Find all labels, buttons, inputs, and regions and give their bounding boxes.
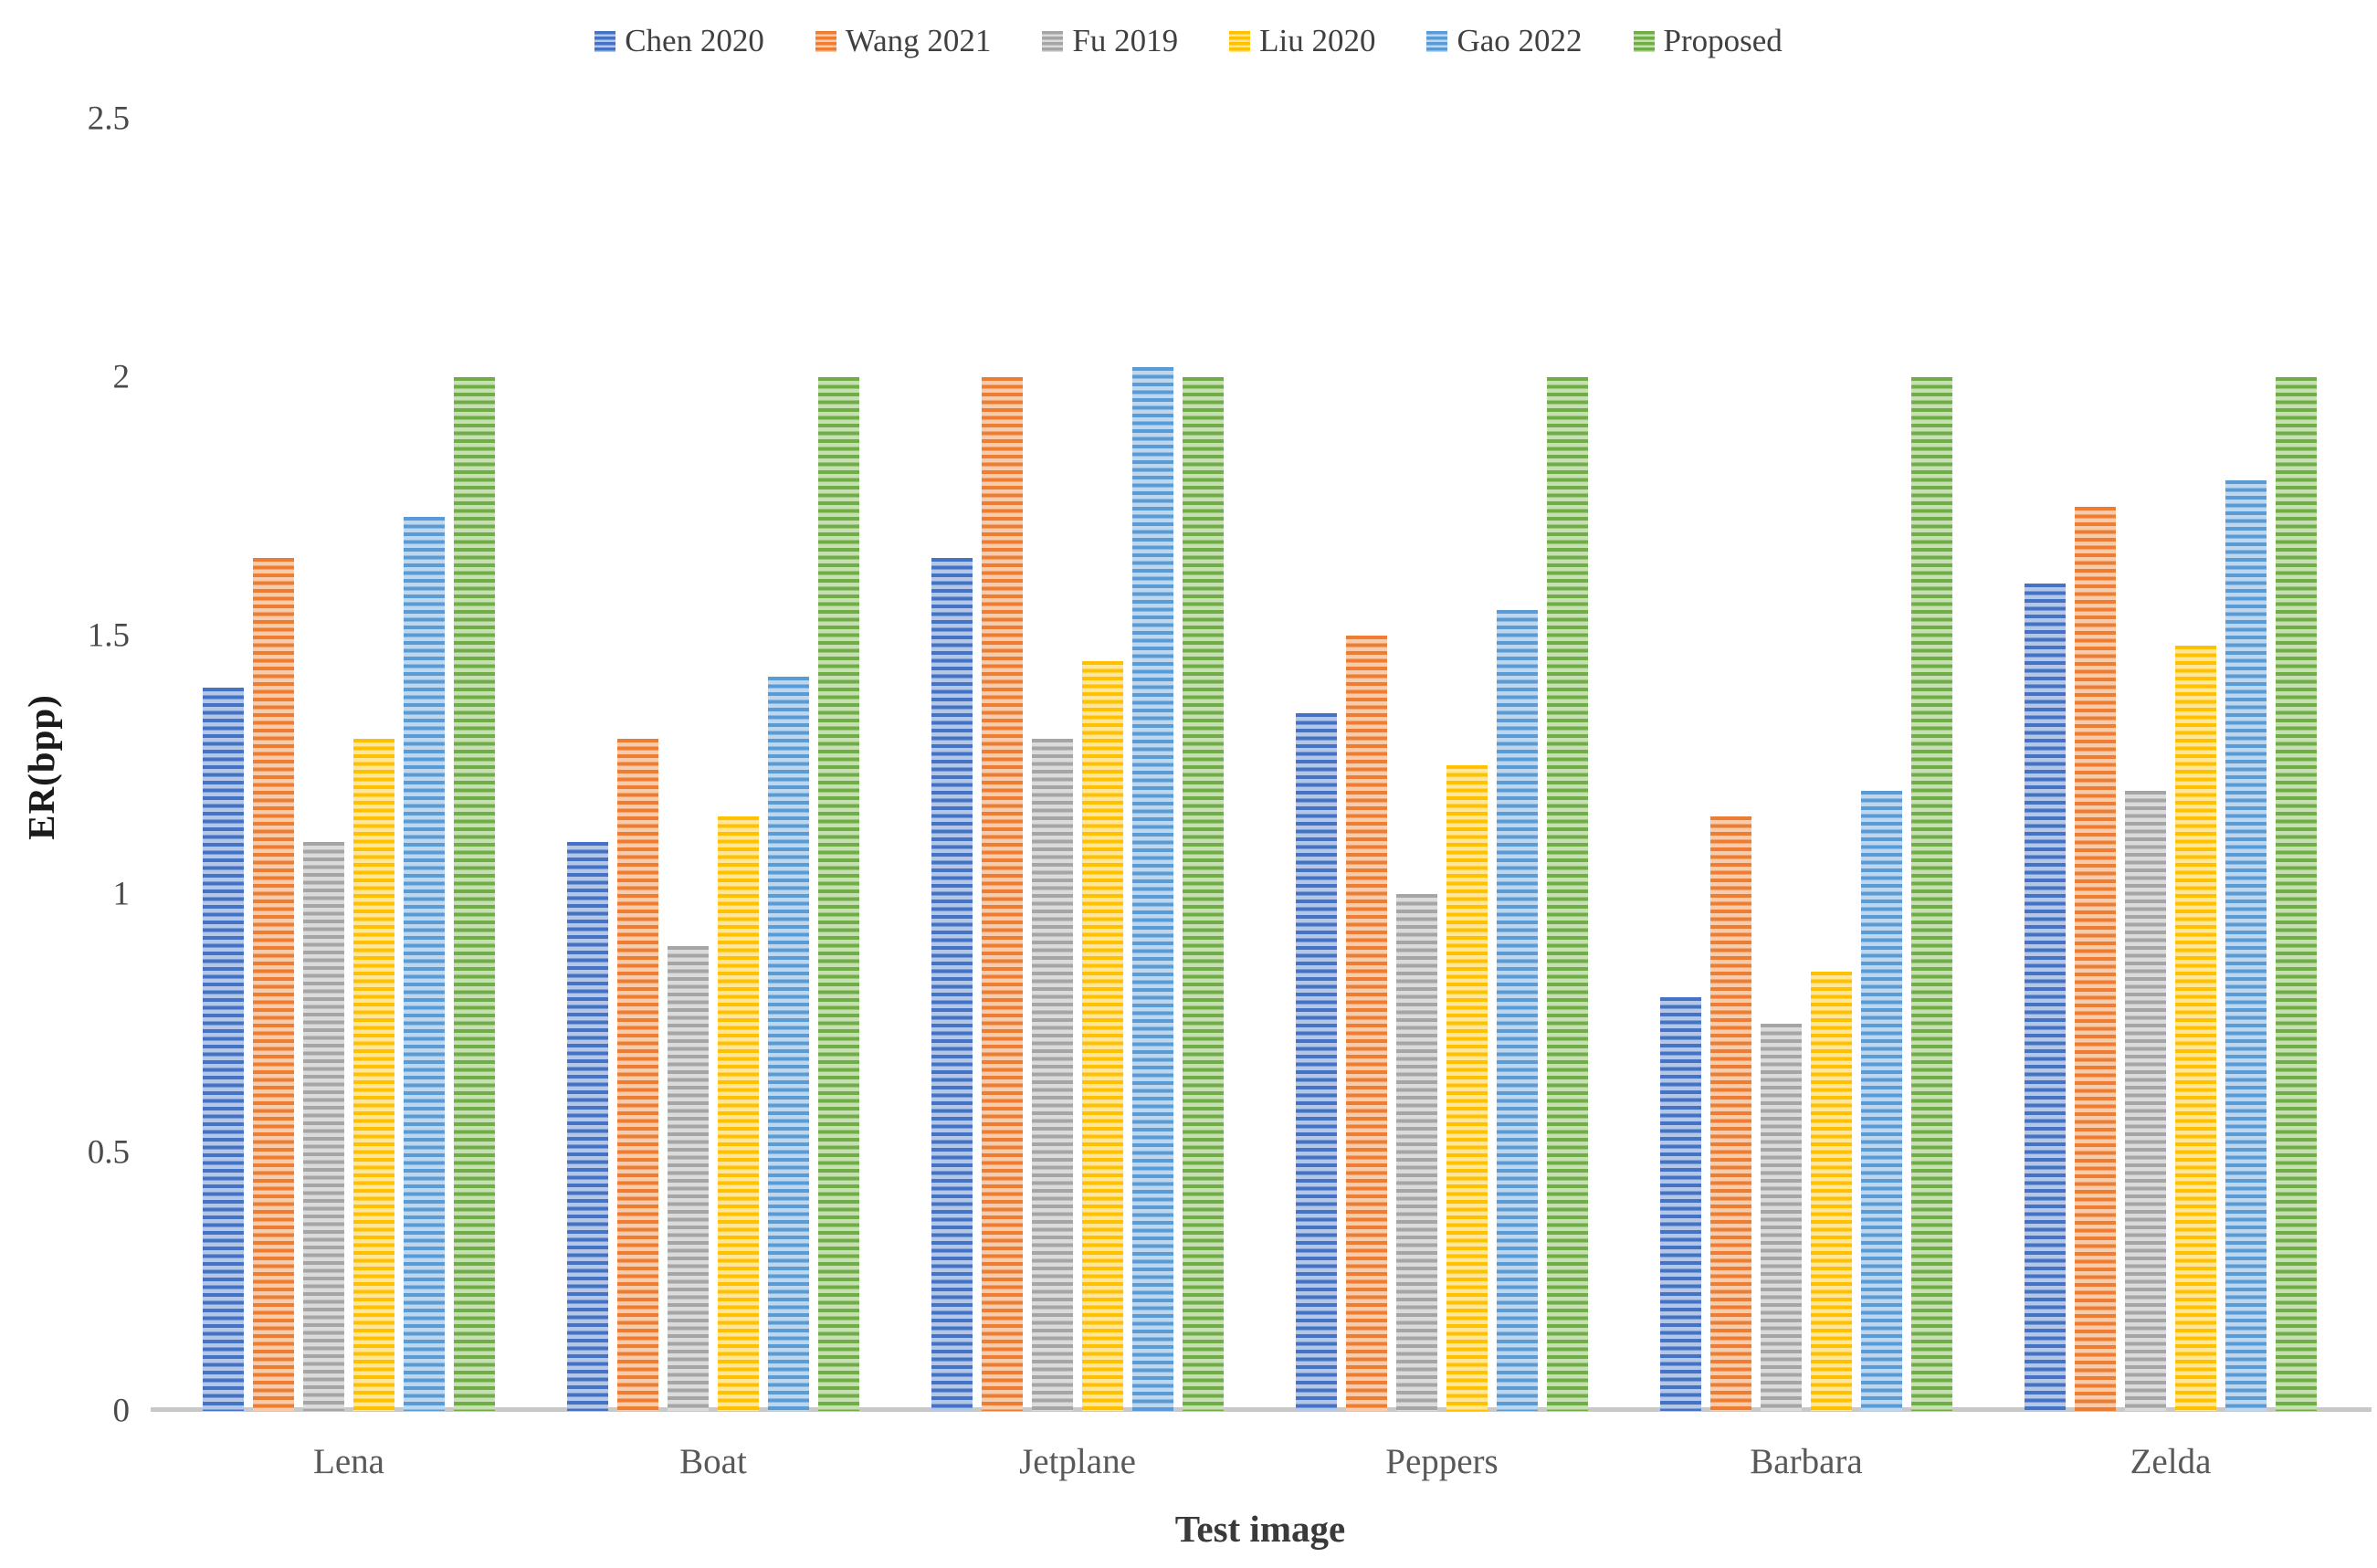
bar [2225, 480, 2267, 1411]
bar [2175, 646, 2216, 1411]
legend-item: Chen 2020 [594, 23, 764, 59]
bar [2125, 790, 2166, 1411]
bar [1396, 894, 1437, 1411]
bar [931, 558, 973, 1411]
legend-swatch-icon [815, 30, 836, 52]
legend-item: Proposed [1633, 23, 1783, 59]
bar [2075, 506, 2116, 1411]
x-axis-category-labels: Lena Boat Jetplane Peppers Barbara Zelda [203, 1441, 2317, 1482]
legend-label: Fu 2019 [1072, 23, 1179, 58]
x-axis-title: Test image [1174, 1508, 1346, 1550]
legend-item: Wang 2021 [815, 23, 992, 59]
legend-item: Fu 2019 [1042, 23, 1178, 59]
bar [1082, 661, 1123, 1411]
category-label: Boat [679, 1442, 747, 1481]
bar [1911, 377, 1952, 1411]
legend-label: Liu 2020 [1259, 23, 1376, 58]
legend-swatch-icon [1633, 30, 1655, 52]
y-axis-tick-label: 2.5 [87, 100, 130, 138]
bar [253, 558, 294, 1411]
legend-swatch-icon [1042, 30, 1064, 52]
bar-group-jetplane [931, 119, 1224, 1411]
bar-group-lena [203, 119, 495, 1411]
legend-swatch-icon [1426, 30, 1448, 52]
legend-label: Proposed [1663, 23, 1783, 58]
bar [1446, 764, 1488, 1411]
bar [768, 677, 809, 1411]
bar [1497, 609, 1538, 1411]
y-axis-tick-label: 0 [112, 1392, 131, 1430]
x-axis-line [151, 1407, 2372, 1412]
chart-legend: Chen 2020 Wang 2021 Fu 2019 Liu 2020 Gao 202… [0, 16, 2377, 66]
bar [1811, 971, 1852, 1411]
category-label: Barbara [1750, 1442, 1863, 1481]
plot-area [203, 119, 2317, 1411]
bar [668, 945, 709, 1411]
bar [1761, 1023, 1802, 1411]
category-label: Zelda [2130, 1442, 2212, 1481]
bar [1032, 739, 1073, 1411]
bar [1346, 636, 1387, 1411]
legend-swatch-icon [1229, 30, 1251, 52]
bar [1547, 377, 1588, 1411]
bar [404, 516, 445, 1411]
bar [1132, 366, 1173, 1411]
bar [617, 739, 658, 1411]
bar [353, 739, 394, 1411]
bar [982, 377, 1023, 1411]
bar [1861, 790, 1902, 1411]
y-axis-tick-label: 2 [112, 358, 131, 396]
y-axis-tick-label: 1 [112, 875, 131, 913]
category-label: Lena [313, 1442, 384, 1481]
legend-label: Chen 2020 [625, 23, 764, 58]
bar-group-barbara [1660, 119, 1952, 1411]
legend-item: Liu 2020 [1229, 23, 1375, 59]
y-axis-title: ER(bpp) [20, 694, 62, 840]
bar [303, 842, 344, 1411]
y-axis-tick-label: 1.5 [87, 616, 130, 655]
bar [1296, 712, 1337, 1411]
bar [1183, 377, 1224, 1411]
legend-label: Wang 2021 [845, 23, 992, 58]
bar [203, 687, 244, 1411]
legend-label: Gao 2022 [1457, 23, 1583, 58]
bar-group-zelda [2025, 119, 2317, 1411]
bar [1710, 816, 1751, 1411]
bar [2276, 377, 2317, 1411]
y-axis-tick-label: 0.5 [87, 1133, 130, 1172]
bar [718, 816, 759, 1411]
bar [2025, 584, 2066, 1411]
legend-item: Gao 2022 [1426, 23, 1583, 59]
category-label: Jetplane [1019, 1442, 1136, 1481]
bar-group-boat [567, 119, 859, 1411]
bar [567, 842, 608, 1411]
category-label: Peppers [1385, 1442, 1499, 1481]
bar [454, 377, 495, 1411]
bar [818, 377, 859, 1411]
legend-swatch-icon [594, 30, 616, 52]
bar-group-peppers [1296, 119, 1588, 1411]
bar [1660, 997, 1701, 1411]
